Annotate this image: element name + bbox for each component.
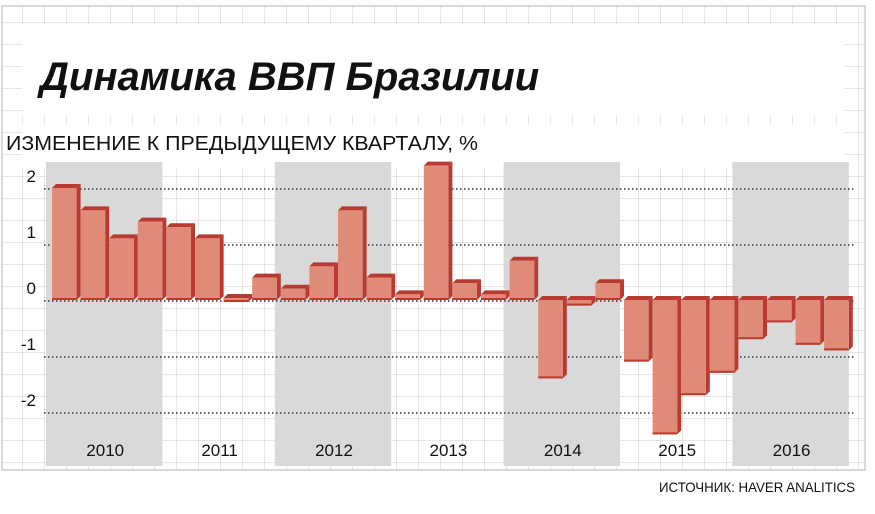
- bar: [481, 290, 510, 300]
- chart-title: Динамика ВВП Бразилии: [37, 55, 539, 99]
- bar: [395, 290, 424, 300]
- y-tick-label: -2: [21, 391, 36, 410]
- bar: [652, 296, 682, 435]
- title-panel: [22, 24, 844, 116]
- year-label: 2012: [315, 441, 353, 460]
- bar: [309, 262, 338, 300]
- bar: [223, 294, 253, 302]
- bar: [166, 223, 195, 300]
- bar: [824, 296, 853, 351]
- bar: [195, 234, 224, 300]
- bars: [52, 161, 853, 435]
- bar: [109, 234, 138, 300]
- bar: [423, 161, 453, 300]
- bar: [709, 296, 739, 373]
- y-tick-label: -1: [21, 335, 36, 354]
- y-tick-label: 2: [27, 167, 36, 186]
- bar: [595, 279, 624, 300]
- year-band: [274, 162, 392, 466]
- bar: [538, 296, 567, 379]
- bar: [452, 279, 481, 300]
- bar: [566, 296, 596, 306]
- bar: [624, 296, 653, 362]
- bar: [137, 217, 167, 300]
- bar: [366, 273, 396, 300]
- y-tick-label: 1: [27, 223, 36, 242]
- bar: [767, 296, 796, 323]
- bar: [338, 206, 367, 300]
- year-label: 2011: [201, 441, 238, 460]
- bar: [252, 273, 281, 300]
- year-labels: 2010 2011 2012 2013 2014 2015 2016: [86, 441, 810, 460]
- y-tick-label: 0: [27, 279, 36, 298]
- bar: [795, 296, 825, 345]
- bar: [80, 206, 110, 300]
- chart-subtitle: ИЗМЕНЕНИЕ К ПРЕДЫДУЩЕМУ КВАРТАЛУ, %: [6, 133, 478, 155]
- bar: [681, 296, 710, 396]
- year-label: 2013: [429, 441, 467, 460]
- bar: [280, 284, 310, 300]
- year-label: 2015: [658, 441, 696, 460]
- bar: [738, 296, 767, 340]
- subtitle-panel: [22, 124, 844, 168]
- bar: [52, 184, 81, 300]
- year-label: 2010: [86, 441, 124, 460]
- bar: [509, 256, 539, 300]
- year-label: 2014: [544, 441, 582, 460]
- year-label: 2016: [773, 441, 811, 460]
- source-note: ИСТОЧНИК: HAVER ANALITICS: [659, 479, 855, 495]
- y-axis-ticks: 2 1 0 -1 -2: [21, 167, 36, 410]
